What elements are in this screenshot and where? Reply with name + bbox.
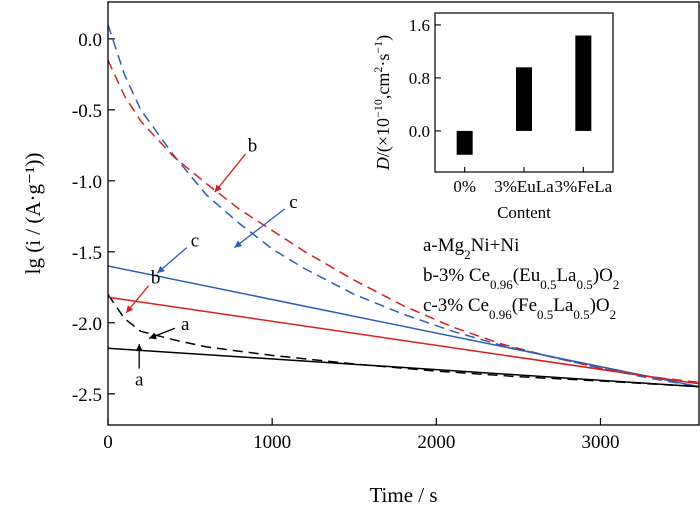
curve-annotations: b c c b a a [125, 135, 298, 391]
inset-y-tick-label: 0.0 [409, 122, 430, 141]
annotation-arrow-head [126, 305, 134, 313]
y-axis-label: lg (i / (A·g⁻¹)) [21, 153, 45, 275]
main-axes: 0 1000 2000 3000 0.0 -0.5 -1.0 -1.5 -2.0 -2.5 Time… [21, 1, 700, 507]
inset-x-tick-label: 0% [453, 177, 476, 196]
annotation-label-b: b [248, 135, 258, 156]
inset-bar-2 [516, 67, 532, 131]
y-tick-label: -2.0 [72, 314, 102, 335]
x-tick-label: 0 [103, 432, 113, 453]
legend-entry-a: a-Mg2Ni+Ni [423, 235, 519, 262]
annotation-label-c: c [191, 230, 199, 251]
annotation-arrow-head [234, 240, 243, 248]
annotation-arrow-head [135, 344, 143, 352]
annotation-arrow-head [149, 332, 157, 340]
series-a-solid-line [108, 347, 699, 388]
annotation-arrow-line [214, 153, 247, 193]
inset-y-tick-label: 1.6 [409, 16, 430, 35]
inset-x-tick-label: 3%FeLa [555, 177, 613, 196]
x-tick-label: 3000 [582, 432, 620, 453]
annotation-label-c: c [289, 192, 297, 213]
inset-bar-3 [575, 35, 592, 131]
inset-x-tick-label: 3%EuLa [494, 177, 554, 196]
annotation-arrow-line [234, 208, 286, 249]
legend-entry-b: b-3% Ce0.96(Eu0.5La0.5)O2 [423, 265, 619, 292]
inset-y-tick-label: 0.8 [409, 69, 430, 88]
annotation-arrow-head [214, 184, 222, 193]
inset-x-axis-label: Content [497, 203, 551, 222]
y-tick-label: -1.0 [72, 172, 102, 193]
x-tick-label: 2000 [417, 432, 455, 453]
series-b-dashed-line [108, 59, 699, 384]
series-c-solid-line [108, 265, 699, 388]
y-tick-label: -0.5 [72, 101, 102, 122]
main-plot-frame [107, 1, 700, 426]
annotation-label-a: a [135, 370, 144, 391]
inset-y-axis-label: D/(×10−10,cm2·s−1) [371, 35, 394, 171]
y-tick-label: 0.0 [78, 30, 102, 51]
legend-entry-c: c-3% Ce0.96(Fe0.5La0.5)O2 [423, 295, 616, 322]
main-series-layer [108, 24, 699, 388]
legend: a-Mg2Ni+Ni b-3% Ce0.96(Eu0.5La0.5)O2 c-3% … [423, 235, 619, 322]
series-c-dashed-line [108, 24, 699, 388]
y-tick-label: -2.5 [72, 385, 102, 406]
y-tick-label: -1.5 [72, 243, 102, 264]
series-a-dashed-line [108, 293, 699, 388]
annotation-arrow-head [157, 265, 165, 274]
annotation-label-b: b [151, 267, 161, 288]
inset-bar-1 [456, 130, 473, 155]
x-tick-label: 1000 [253, 432, 291, 453]
annotation-label-a: a [181, 314, 190, 335]
series-b-solid-line [108, 296, 699, 385]
x-axis-label: Time / s [369, 483, 437, 507]
